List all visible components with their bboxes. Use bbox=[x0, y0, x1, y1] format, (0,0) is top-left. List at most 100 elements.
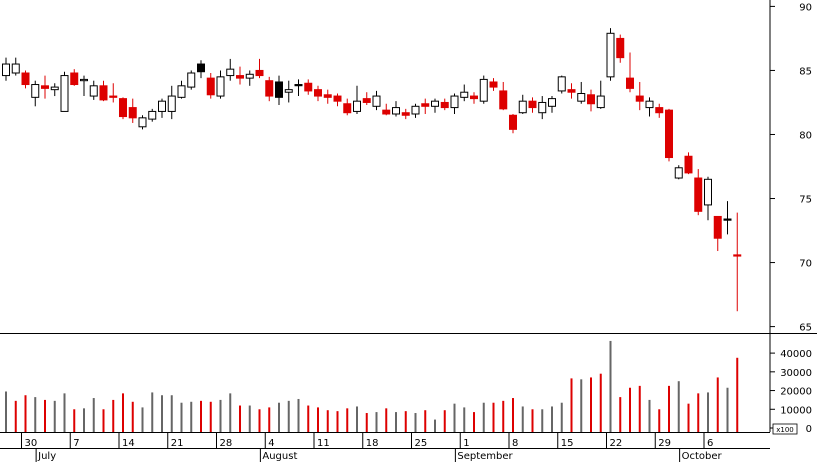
volume-bar bbox=[365, 413, 368, 432]
candle-body bbox=[294, 84, 303, 87]
candle-body bbox=[323, 94, 332, 98]
candle-body bbox=[587, 94, 595, 105]
volume-bar bbox=[395, 412, 397, 432]
volume-bar bbox=[482, 402, 485, 432]
price-tick-label: 80 bbox=[799, 130, 812, 141]
candle-body bbox=[11, 63, 20, 74]
candle bbox=[616, 34, 625, 63]
day-tick-label: 1 bbox=[463, 438, 469, 449]
candle-body bbox=[548, 98, 556, 107]
candle bbox=[11, 57, 20, 76]
candle bbox=[479, 75, 488, 104]
candle-body bbox=[50, 86, 59, 91]
candle bbox=[587, 89, 595, 112]
volume-bar bbox=[570, 378, 573, 432]
candle bbox=[362, 92, 371, 106]
volume-bar bbox=[112, 399, 115, 432]
volume-bar bbox=[346, 408, 349, 432]
candle bbox=[80, 75, 88, 97]
volume-bar bbox=[726, 387, 729, 432]
candle-body bbox=[236, 75, 244, 79]
candle bbox=[187, 70, 196, 90]
volume-bar bbox=[668, 385, 670, 432]
volume-bar bbox=[83, 408, 85, 432]
candle-body bbox=[138, 117, 147, 128]
candle bbox=[99, 80, 108, 102]
candle bbox=[89, 80, 98, 100]
volume-tick-label: 0 bbox=[806, 424, 812, 435]
candle bbox=[499, 81, 508, 111]
day-tick-label: 15 bbox=[561, 438, 574, 449]
volume-bar bbox=[151, 392, 154, 432]
day-tick-label: 21 bbox=[171, 438, 184, 449]
candle bbox=[284, 80, 293, 103]
volume-panel bbox=[5, 340, 739, 432]
candle bbox=[528, 97, 537, 113]
candle bbox=[411, 103, 420, 118]
volume-bar bbox=[63, 393, 66, 432]
candle-body bbox=[655, 107, 664, 114]
volume-bar bbox=[580, 379, 583, 432]
month-label: July bbox=[37, 451, 56, 462]
day-tick-label: 25 bbox=[415, 438, 428, 449]
volume-bar bbox=[502, 400, 505, 432]
candle-body bbox=[197, 63, 205, 73]
candle bbox=[538, 96, 547, 120]
candle bbox=[684, 152, 693, 175]
candle-body bbox=[635, 95, 644, 102]
volume-bar bbox=[141, 407, 144, 432]
candle-body bbox=[401, 112, 410, 116]
candle-body bbox=[538, 101, 547, 114]
candle bbox=[460, 84, 469, 102]
price-tick-label: 90 bbox=[799, 2, 812, 13]
month-label: August bbox=[262, 451, 297, 462]
candle bbox=[294, 79, 303, 97]
month-label: September bbox=[457, 451, 513, 462]
volume-bar bbox=[248, 405, 251, 432]
candle bbox=[236, 66, 244, 85]
candle bbox=[343, 98, 352, 116]
volume-bar bbox=[707, 392, 709, 432]
candle-body bbox=[733, 254, 742, 257]
candle bbox=[635, 81, 644, 111]
volume-tick-label: 30000 bbox=[780, 368, 812, 379]
volume-bar bbox=[102, 409, 105, 432]
candle-body bbox=[392, 107, 400, 115]
candle-body bbox=[148, 110, 157, 120]
candle bbox=[626, 52, 634, 93]
volume-bar bbox=[385, 408, 388, 432]
volume-bar bbox=[716, 377, 719, 432]
candle-body bbox=[206, 77, 215, 96]
candle-body bbox=[167, 95, 176, 112]
candle-body bbox=[109, 95, 118, 98]
candle-body bbox=[128, 107, 137, 119]
candle bbox=[382, 103, 391, 116]
volume-bar bbox=[658, 409, 661, 432]
candle-body bbox=[431, 100, 439, 107]
candle bbox=[606, 28, 615, 81]
candle bbox=[197, 60, 205, 79]
candle bbox=[596, 80, 605, 109]
volume-bar bbox=[590, 377, 592, 432]
candle bbox=[372, 90, 381, 111]
volume-bar bbox=[200, 400, 202, 432]
candle bbox=[216, 70, 225, 99]
volume-bar bbox=[278, 402, 280, 432]
candle-body bbox=[470, 95, 478, 100]
volume-bar bbox=[638, 385, 641, 432]
candle bbox=[557, 75, 566, 94]
candle-body bbox=[713, 215, 722, 239]
day-tick-label: 14 bbox=[122, 438, 135, 449]
volume-unit-label: x100 bbox=[776, 426, 794, 434]
candle-body bbox=[60, 75, 69, 112]
price-panel bbox=[2, 28, 742, 312]
candle-body bbox=[382, 109, 391, 115]
candle bbox=[674, 165, 683, 180]
volume-bar bbox=[453, 403, 456, 432]
candle-body bbox=[99, 85, 108, 101]
candle bbox=[577, 81, 586, 104]
volume-bar bbox=[258, 409, 261, 432]
candle bbox=[323, 89, 332, 104]
day-tick-label: 18 bbox=[366, 438, 379, 449]
